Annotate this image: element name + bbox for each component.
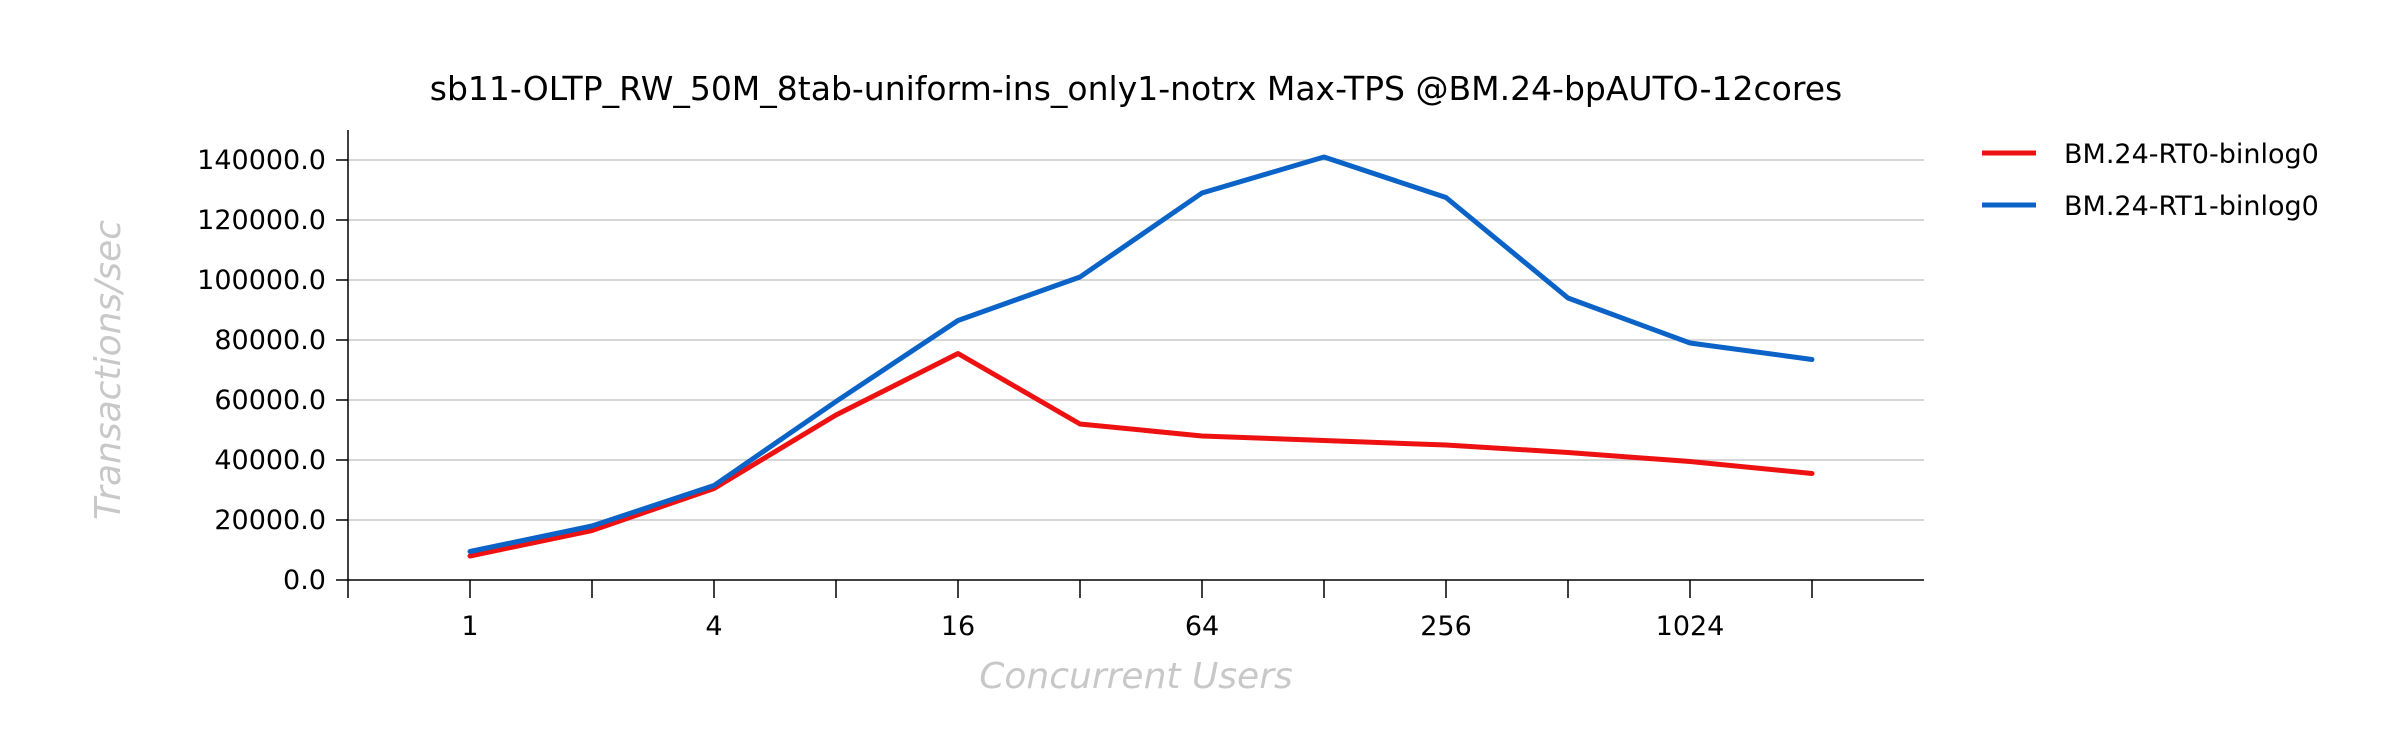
legend-label: BM.24-RT0-binlog0 (2064, 139, 2319, 170)
y-tick-label: 40000.0 (214, 445, 326, 476)
legend-label: BM.24-RT1-binlog0 (2064, 191, 2319, 222)
x-tick-label: 16 (941, 611, 975, 642)
y-tick-label: 20000.0 (214, 505, 326, 536)
y-axis-title: Transactions/sec (88, 220, 129, 520)
series-line (467, 154, 1815, 554)
x-axis-title: Concurrent Users (979, 656, 1293, 697)
x-tick-label: 64 (1185, 611, 1219, 642)
y-tick-label: 80000.0 (214, 325, 326, 356)
chart-title: sb11-OLTP_RW_50M_8tab-uniform-ins_only1-… (430, 69, 1842, 108)
x-tick-label: 256 (1420, 611, 1472, 642)
x-tick-label: 1024 (1656, 611, 1725, 642)
x-tick-label: 1 (461, 611, 478, 642)
y-tick-label: 0.0 (283, 565, 326, 596)
y-tick-label: 60000.0 (214, 385, 326, 416)
series-line (467, 351, 1815, 559)
gridlines (348, 159, 1924, 521)
x-tick-label: 4 (705, 611, 722, 642)
series-lines (467, 154, 1815, 559)
y-tick-label: 140000.0 (197, 145, 326, 176)
axes: 0.0 20000.0 40000.0 60000.0 80000.0 100000.0 1… (197, 130, 1924, 642)
legend: BM.24-RT0-binlog0 BM.24-RT1-binlog0 (1982, 139, 2319, 222)
y-tick-label: 120000.0 (197, 205, 326, 236)
y-tick-label: 100000.0 (197, 265, 326, 296)
